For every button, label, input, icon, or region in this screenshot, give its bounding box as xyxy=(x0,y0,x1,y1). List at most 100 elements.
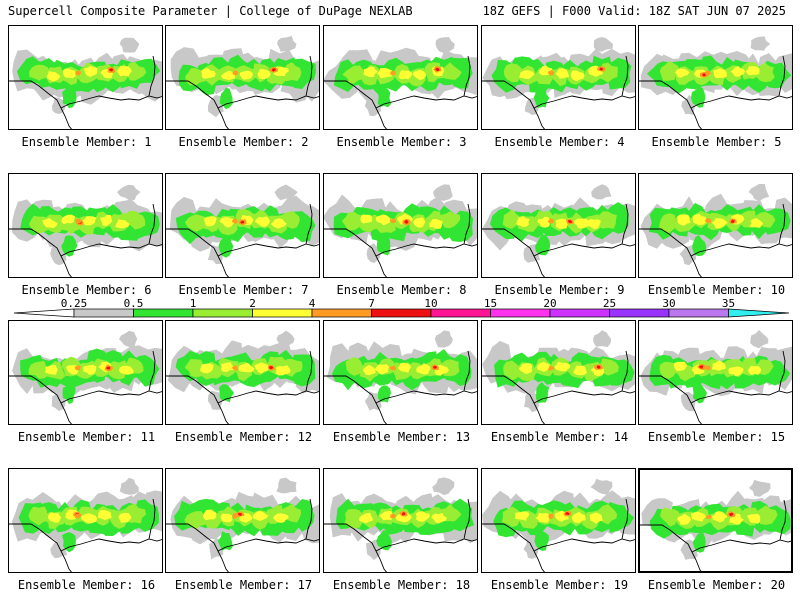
ensemble-member-label: Ensemble Member: 10 xyxy=(647,283,786,297)
ensemble-member-map-10[interactable] xyxy=(638,173,793,278)
scp-field-map xyxy=(9,477,162,572)
legend-segment xyxy=(133,308,194,318)
ensemble-member-label: Ensemble Member: 18 xyxy=(332,578,471,592)
ensemble-member-map-7[interactable] xyxy=(165,173,320,278)
legend-segment xyxy=(311,308,372,318)
coastline-border xyxy=(324,203,477,277)
legend-tick-label: 30 xyxy=(662,297,676,310)
color-scale-legend: 0.25 0.5 1 2 4 7 10 15 20 25 30 35 xyxy=(14,297,789,321)
ensemble-member-map-2[interactable] xyxy=(165,25,320,130)
coastline-border xyxy=(166,350,319,424)
scp-field-map xyxy=(9,330,162,424)
scp-field-map xyxy=(324,184,477,277)
legend-tick-label: 10 xyxy=(424,297,438,310)
ensemble-member-map-18[interactable] xyxy=(323,468,478,573)
legend-tick-label: 35 xyxy=(721,297,736,310)
ensemble-member-map-13[interactable] xyxy=(323,320,478,425)
ensemble-member-map-9[interactable] xyxy=(481,173,636,278)
legend-segment xyxy=(668,308,729,318)
scp-field-map xyxy=(166,477,319,572)
ensemble-member-label: Ensemble Member: 20 xyxy=(647,578,786,592)
ensemble-member-map-16[interactable] xyxy=(8,468,163,573)
coastline-border xyxy=(166,498,319,572)
ensemble-member-label: Ensemble Member: 4 xyxy=(494,135,625,149)
scp-field-map xyxy=(324,37,477,129)
scp-field-map xyxy=(166,35,319,129)
ensemble-member-label: Ensemble Member: 8 xyxy=(336,283,467,297)
coastline-border xyxy=(639,55,792,129)
ensemble-member-map-20[interactable] xyxy=(638,468,793,573)
legend-tick-label: 7 xyxy=(368,297,375,310)
legend-segment xyxy=(192,308,253,318)
legend-segment xyxy=(371,308,432,318)
ensemble-member-map-19[interactable] xyxy=(481,468,636,573)
coastline-border xyxy=(482,55,635,129)
legend-segment xyxy=(728,308,789,318)
coastline-border xyxy=(9,55,162,129)
scp-field-map xyxy=(9,37,162,129)
ensemble-member-map-3[interactable] xyxy=(323,25,478,130)
coastline-border xyxy=(482,498,635,572)
ensemble-member-label: Ensemble Member: 3 xyxy=(336,135,467,149)
scp-field-map xyxy=(9,184,162,277)
ensemble-member-label: Ensemble Member: 13 xyxy=(332,430,471,444)
ensemble-member-map-4[interactable] xyxy=(481,25,636,130)
ensemble-member-label: Ensemble Member: 5 xyxy=(651,135,782,149)
coastline-border xyxy=(324,350,477,424)
legend-tick-label: 2 xyxy=(249,297,256,310)
ensemble-member-map-12[interactable] xyxy=(165,320,320,425)
ensemble-member-label: Ensemble Member: 9 xyxy=(494,283,625,297)
legend-tick-label: 4 xyxy=(308,297,316,310)
run-valid-time: 18Z GEFS | F000 Valid: 18Z SAT JUN 07 20… xyxy=(482,4,786,18)
ensemble-member-map-14[interactable] xyxy=(481,320,636,425)
coastline-border xyxy=(166,203,319,277)
legend-segment xyxy=(490,308,551,318)
ensemble-member-map-17[interactable] xyxy=(165,468,320,573)
ensemble-member-label: Ensemble Member: 15 xyxy=(647,430,786,444)
ensemble-member-label: Ensemble Member: 17 xyxy=(174,578,313,592)
coastline-border xyxy=(324,55,477,129)
ensemble-member-label: Ensemble Member: 16 xyxy=(17,578,156,592)
coastline-border xyxy=(9,350,162,424)
scp-field-map xyxy=(639,36,792,129)
ensemble-member-map-6[interactable] xyxy=(8,173,163,278)
legend-tick-label: 1 xyxy=(189,297,197,310)
ensemble-member-label: Ensemble Member: 1 xyxy=(21,135,152,149)
ensemble-member-label: Ensemble Member: 12 xyxy=(174,430,313,444)
ensemble-member-label: Ensemble Member: 7 xyxy=(178,283,309,297)
legend-tick-label: 15 xyxy=(483,297,498,310)
coastline-border xyxy=(639,350,792,424)
coastline-border xyxy=(9,203,162,277)
scp-field-map xyxy=(640,479,791,571)
scp-field-map xyxy=(166,330,319,424)
ensemble-member-map-11[interactable] xyxy=(8,320,163,425)
legend-segment xyxy=(73,308,134,318)
ensemble-member-label: Ensemble Member: 11 xyxy=(17,430,156,444)
ensemble-member-map-5[interactable] xyxy=(638,25,793,130)
scp-field-map xyxy=(639,330,792,424)
scp-field-map xyxy=(324,330,477,424)
product-title: Supercell Composite Parameter | College … xyxy=(8,4,413,18)
ensemble-member-label: Ensemble Member: 19 xyxy=(490,578,629,592)
coastline-border xyxy=(482,203,635,277)
legend-segment xyxy=(252,308,313,318)
scp-field-map xyxy=(639,184,792,277)
coastline-border xyxy=(640,499,791,571)
legend-tick-label: 25 xyxy=(602,297,617,310)
legend-tick-label: 0.25 xyxy=(60,297,88,310)
scp-field-map xyxy=(166,184,319,277)
ensemble-member-label: Ensemble Member: 6 xyxy=(21,283,152,297)
legend-tick-label: 0.5 xyxy=(123,297,144,310)
coastline-border xyxy=(482,350,635,424)
scp-field-map xyxy=(482,330,635,424)
coastline-border xyxy=(166,55,319,129)
scp-field-map xyxy=(482,37,635,129)
coastline-border xyxy=(9,498,162,572)
scp-field-map xyxy=(482,184,635,277)
ensemble-member-map-8[interactable] xyxy=(323,173,478,278)
legend-segment xyxy=(609,308,670,318)
ensemble-member-map-15[interactable] xyxy=(638,320,793,425)
legend-segment xyxy=(549,308,610,318)
legend-segment xyxy=(14,308,75,318)
ensemble-member-map-1[interactable] xyxy=(8,25,163,130)
